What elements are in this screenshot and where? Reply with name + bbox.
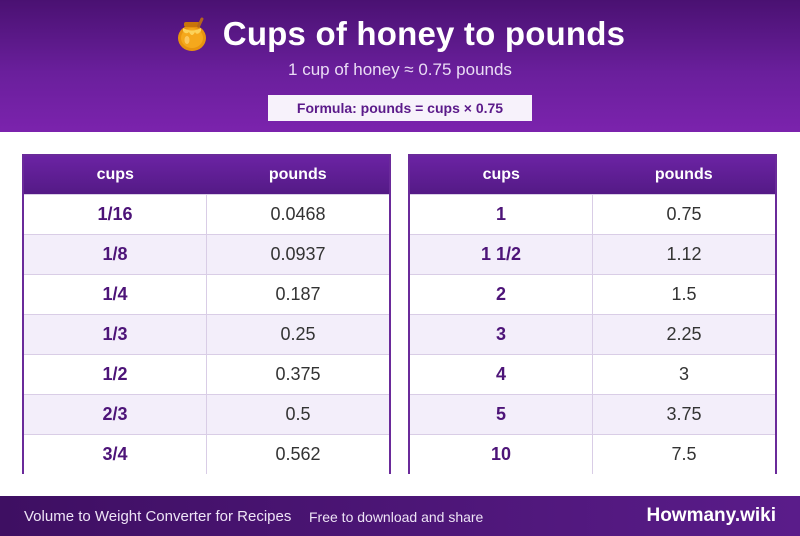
pounds-cell: 2.25 xyxy=(592,313,775,354)
cups-cell: 2/3 xyxy=(24,393,207,434)
footer-bar: Volume to Weight Converter for Recipes F… xyxy=(0,496,800,536)
table-row: 3 2.25 xyxy=(410,313,775,354)
pounds-cell: 0.5 xyxy=(206,393,389,434)
cups-cell: 1/4 xyxy=(24,273,207,314)
conversion-table-left: cups pounds 1/16 0.0468 1/8 0.0937 1/4 0.18… xyxy=(22,154,391,474)
footer-share-note: Free to download and share xyxy=(309,509,484,525)
table-row: 1/4 0.187 xyxy=(24,273,389,314)
cups-cell: 4 xyxy=(410,353,593,394)
table-row: 1 1/2 1.12 xyxy=(410,233,775,274)
cups-cell: 3 xyxy=(410,313,593,354)
header-banner: Cups of honey to pounds 1 cup of honey ≈… xyxy=(0,0,800,132)
table-row: 3/4 0.562 xyxy=(24,433,389,474)
title-row: Cups of honey to pounds xyxy=(0,14,800,54)
cups-cell: 1 1/2 xyxy=(410,233,593,274)
table-header-row: cups pounds xyxy=(410,156,775,194)
table-row: 1 0.75 xyxy=(410,193,775,234)
pounds-cell: 3 xyxy=(592,353,775,394)
conversion-table: cups pounds 1/16 0.0468 1/8 0.0937 1/4 0.18… xyxy=(24,156,389,474)
column-header-pounds: pounds xyxy=(592,156,775,194)
formula-badge: Formula: pounds = cups × 0.75 xyxy=(268,95,532,121)
pounds-cell: 1.5 xyxy=(592,273,775,314)
cups-cell: 2 xyxy=(410,273,593,314)
pounds-cell: 0.375 xyxy=(206,353,389,394)
table-row: 5 3.75 xyxy=(410,393,775,434)
cups-cell: 1/3 xyxy=(24,313,207,354)
page-title: Cups of honey to pounds xyxy=(222,15,626,52)
conversion-table: cups pounds 1 0.75 1 1/2 1.12 2 1.5 3 2.25 4… xyxy=(410,156,775,474)
table-row: 1/8 0.0937 xyxy=(24,233,389,274)
column-header-pounds: pounds xyxy=(206,156,389,194)
table-row: 1/3 0.25 xyxy=(24,313,389,354)
cups-cell: 1/8 xyxy=(24,233,207,274)
table-row: 2 1.5 xyxy=(410,273,775,314)
pounds-cell: 7.5 xyxy=(592,433,775,474)
column-header-cups: cups xyxy=(24,156,207,194)
conversion-table-right: cups pounds 1 0.75 1 1/2 1.12 2 1.5 3 2.25 4… xyxy=(408,154,777,474)
table-row: 2/3 0.5 xyxy=(24,393,389,434)
pounds-cell: 0.25 xyxy=(206,313,389,354)
cups-cell: 3/4 xyxy=(24,433,207,474)
brand-logo-text[interactable]: Howmany.wiki xyxy=(646,505,776,526)
pounds-cell: 0.562 xyxy=(206,433,389,474)
cups-cell: 1 xyxy=(410,193,593,234)
subtitle: 1 cup of honey ≈ 0.75 pounds xyxy=(288,60,512,79)
table-header-row: cups pounds xyxy=(24,156,389,194)
pounds-cell: 0.187 xyxy=(206,273,389,314)
table-row: 10 7.5 xyxy=(410,433,775,474)
cups-cell: 5 xyxy=(410,393,593,434)
pounds-cell: 0.0468 xyxy=(206,193,389,234)
pounds-cell: 0.0937 xyxy=(206,233,389,274)
footer-description: Volume to Weight Converter for Recipes xyxy=(24,508,292,525)
pounds-cell: 1.12 xyxy=(592,233,775,274)
pounds-cell: 3.75 xyxy=(592,393,775,434)
cups-cell: 1/16 xyxy=(24,193,207,234)
table-row: 1/2 0.375 xyxy=(24,353,389,394)
table-row: 1/16 0.0468 xyxy=(24,193,389,234)
honey-pot-icon xyxy=(175,16,209,52)
pounds-cell: 0.75 xyxy=(592,193,775,234)
cups-cell: 1/2 xyxy=(24,353,207,394)
column-header-cups: cups xyxy=(410,156,593,194)
cups-cell: 10 xyxy=(410,433,593,474)
